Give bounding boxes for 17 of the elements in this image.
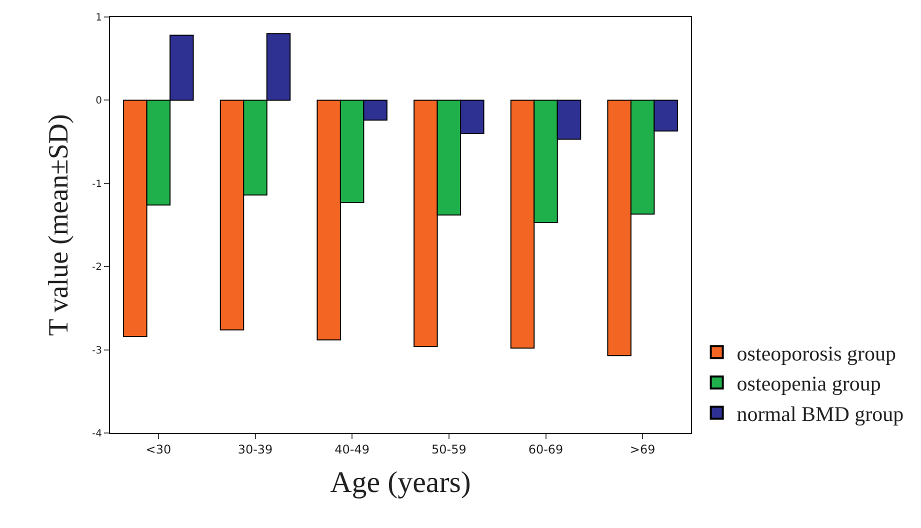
- y-tick-label: -1: [92, 178, 102, 190]
- x-tick-label: 60-69: [528, 442, 564, 456]
- x-tick-label: <30: [146, 442, 172, 456]
- y-tick-label: 0: [96, 96, 102, 107]
- x-tick-label: 40-49: [334, 442, 370, 456]
- x-tick-label: >69: [630, 442, 656, 456]
- x-axis-title: Age (years): [330, 466, 471, 499]
- legend-label: normal BMD group: [736, 402, 904, 426]
- y-axis-title: T value (mean±SD): [44, 114, 75, 336]
- legend-label: osteoporosis group: [736, 341, 896, 366]
- y-tick-label: -4: [92, 428, 102, 440]
- x-tick-label: 50-59: [431, 442, 466, 456]
- legend-label: osteopenia group: [736, 372, 881, 396]
- y-tick-label: 1: [96, 12, 102, 24]
- y-tick-label: -2: [92, 262, 102, 274]
- x-tick-label: 30-39: [238, 442, 273, 456]
- y-tick-label: -3: [92, 345, 102, 356]
